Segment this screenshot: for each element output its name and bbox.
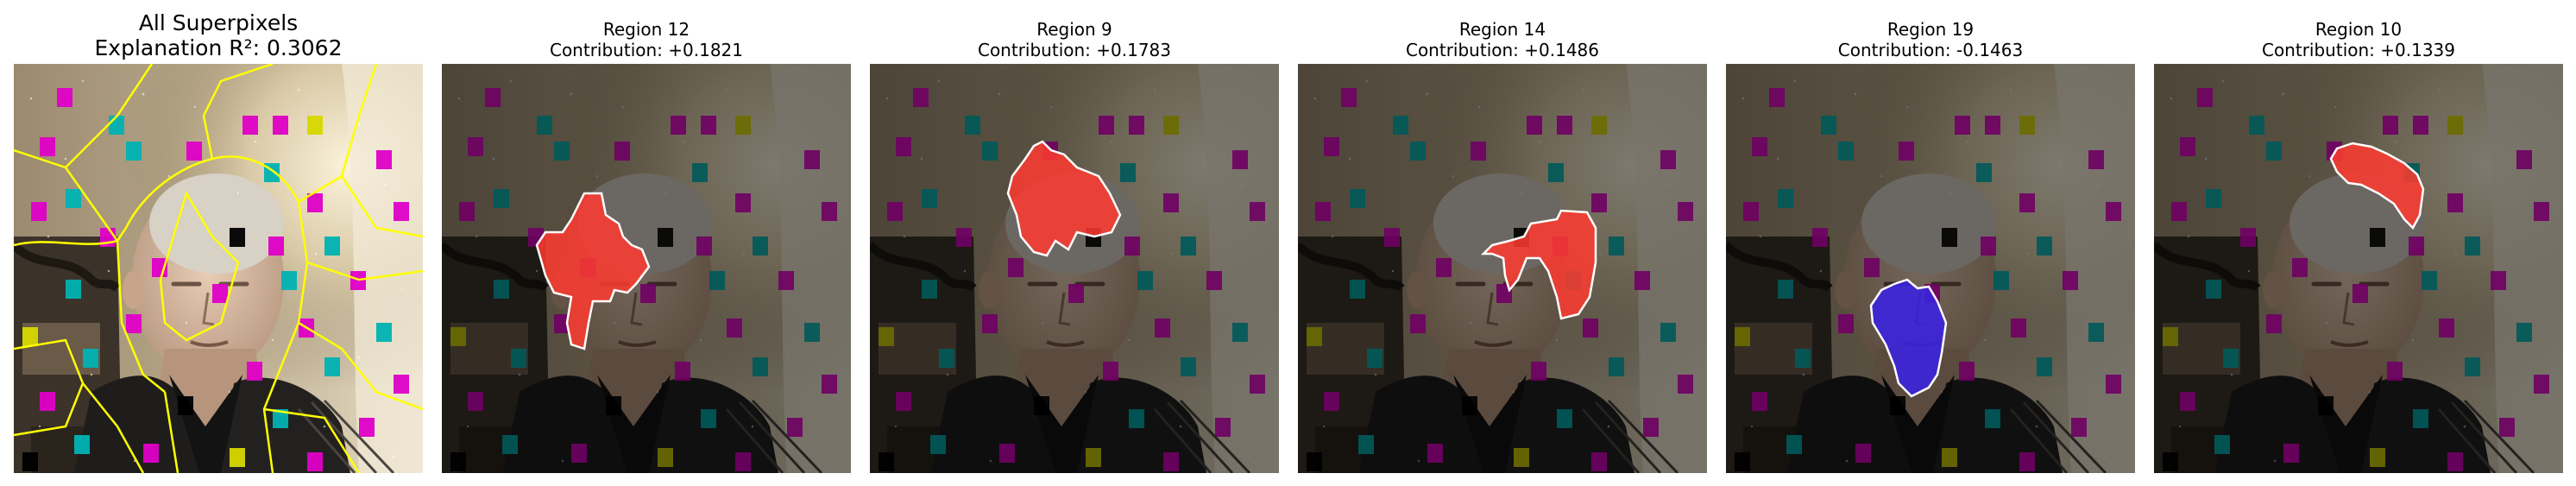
region-image (442, 64, 851, 473)
panel-region-14: Region 14 Contribution: +0.1486 (1298, 0, 1707, 486)
panel-title: Region 12 Contribution: +0.1821 (442, 19, 851, 60)
region-highlight (1006, 140, 1122, 257)
region-highlight (2329, 142, 2425, 230)
panel-title: All Superpixels Explanation R²: 0.3062 (14, 10, 423, 60)
panel-title-line-2: Contribution: +0.1339 (2261, 40, 2455, 60)
region-image (2154, 64, 2563, 473)
panel-all-superpixels: All Superpixels Explanation R²: 0.3062 (14, 0, 423, 486)
panel-region-19: Region 19 Contribution: -0.1463 (1726, 0, 2135, 486)
panel-title-line-1: Region 12 (602, 19, 690, 40)
panel-region-12: Region 12 Contribution: +0.1821 (442, 0, 851, 486)
panel-title-line-1: Region 9 (1036, 19, 1112, 40)
panel-title-line-2: Contribution: -0.1463 (1837, 40, 2024, 60)
panel-title: Region 19 Contribution: -0.1463 (1726, 19, 2135, 60)
panel-region-9: Region 9 Contribution: +0.1783 (870, 0, 1279, 486)
panel-title-line-2: Explanation R²: 0.3062 (94, 35, 343, 60)
panel-title-line-1: Region 14 (1458, 19, 1546, 40)
superpixel-boundaries (14, 64, 423, 473)
panel-title: Region 14 Contribution: +0.1486 (1298, 19, 1707, 60)
panel-title-line-2: Contribution: +0.1486 (1405, 40, 1599, 60)
region-highlight (1480, 209, 1597, 320)
superpixel-image (14, 64, 423, 473)
panel-title-line-1: Region 19 (1886, 19, 1975, 40)
panel-title-line-2: Contribution: +0.1783 (977, 40, 1171, 60)
region-image (1726, 64, 2135, 473)
region-highlight (535, 192, 651, 350)
panel-title-line-1: Region 10 (2315, 19, 2403, 40)
region-image (870, 64, 1279, 473)
panel-title-line-1: All Superpixels (138, 10, 299, 35)
panel-title: Region 9 Contribution: +0.1783 (870, 19, 1279, 60)
panel-title-line-2: Contribution: +0.1821 (549, 40, 743, 60)
region-highlight (1869, 278, 1948, 398)
panel-title: Region 10 Contribution: +0.1339 (2154, 19, 2563, 60)
panel-region-10: Region 10 Contribution: +0.1339 (2154, 0, 2563, 486)
region-image (1298, 64, 1707, 473)
